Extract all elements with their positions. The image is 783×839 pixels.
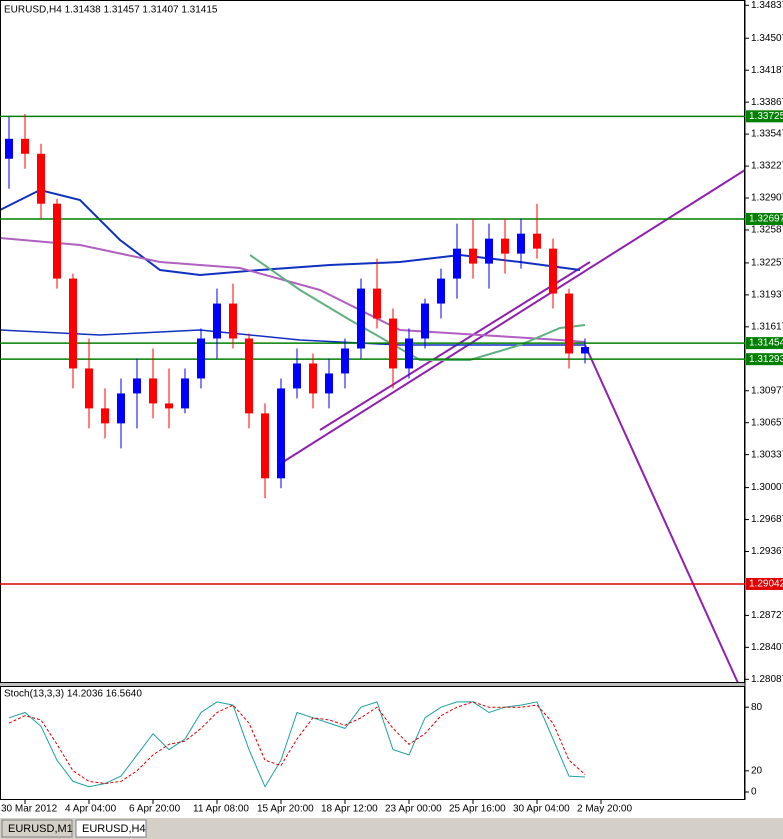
stoch-line [8,701,586,785]
y-tick-label: 1.30977 [751,385,783,396]
y-tick-label: 1.31617 [751,321,783,332]
candle-body [53,203,61,279]
y-tick-label: 1.28407 [751,642,783,653]
x-tick-label: 25 Apr 16:00 [449,804,506,815]
candle-body [293,363,301,389]
y-tick-label: 1.33227 [751,161,783,172]
level-label: 1.31293 [749,354,783,365]
candle-body [69,278,77,369]
x-tick-label: 2 May 20:00 [577,804,632,815]
candle-body [421,303,429,339]
y-tick-label: 0 [751,787,757,798]
candle-body [245,338,253,414]
y-tick-label: 1.34837 [751,0,783,11]
level-label: 1.32697 [749,214,783,225]
tab-label[interactable]: EURUSD,M1 [8,823,73,835]
tab[interactable] [1,819,73,838]
y-tick-label: 1.33867 [751,97,783,108]
candle-body [117,393,125,424]
y-tick-label: 1.28087 [751,674,783,685]
level-label: 1.29042 [749,579,783,590]
candle-body [21,138,29,154]
level-tag [746,337,783,350]
candle-body [437,278,445,304]
level-tag [746,353,783,366]
candle-body [181,378,189,409]
y-tick-label: 1.32257 [751,258,783,269]
y-tick-label: 80 [751,702,763,713]
candle-body [309,363,317,394]
candle-body [565,293,573,354]
x-tick-label: 18 Apr 12:00 [321,804,378,815]
x-tick-label: 4 Apr 04:00 [65,804,117,815]
candle-body [341,348,349,374]
candle-body [357,288,365,349]
moving-average [249,254,586,361]
candle-body [101,408,109,424]
chart-header: EURUSD,H4 1.31438 1.31457 1.31407 1.3141… [4,5,218,16]
level-tag [746,110,783,123]
candle-body [85,368,93,409]
y-tick-label: 1.29367 [751,546,783,557]
x-tick-label: 30 Mar 2012 [1,804,58,815]
candle-body [453,248,461,279]
candle-body [517,233,525,254]
x-tick-label: 30 Apr 04:00 [513,804,570,815]
tab-bar [0,818,783,839]
level-label: 1.33725 [749,111,783,122]
candle-body [197,338,205,379]
candle-body [5,138,13,159]
candle-body [501,238,509,254]
candle-body [405,338,413,369]
trend-line [319,261,591,431]
tab[interactable] [75,819,147,838]
y-tick-label: 1.34507 [751,33,783,44]
candle-body [165,403,173,409]
stoch-line [8,701,586,788]
candle-body [37,153,45,204]
y-tick-label: 1.29687 [751,514,783,525]
pane-separator [0,683,745,686]
candle-body [533,233,541,249]
x-tick-label: 23 Apr 00:00 [385,804,442,815]
candle-body [373,288,381,319]
y-tick-label: 1.32907 [751,193,783,204]
level-tag [746,212,783,225]
y-tick-label: 1.32587 [751,225,783,236]
y-tick-label: 20 [751,765,763,776]
candle-body [213,303,221,339]
candle-body [229,303,237,339]
level-label: 1.31454 [749,338,783,349]
trend-line [584,344,739,684]
y-tick-label: 1.34187 [751,65,783,76]
y-tick-label: 1.28727 [751,610,783,621]
y-tick-label: 1.30337 [751,449,783,460]
y-tick-label: 1.30007 [751,482,783,493]
candle-body [277,388,285,479]
candle-body [325,373,333,394]
tab-label[interactable]: EURUSD,H4 [82,823,146,835]
candle-body [389,318,397,369]
level-tag [746,577,783,590]
candle-body [469,248,477,264]
y-tick-label: 1.33547 [751,129,783,140]
candle-body [581,346,589,354]
x-tick-label: 15 Apr 20:00 [257,804,314,815]
moving-average [0,329,585,346]
x-tick-label: 11 Apr 08:00 [193,804,249,815]
candle-body [149,378,157,404]
candle-body [485,238,493,264]
candle-body [549,248,557,294]
y-tick-label: 1.31937 [751,290,783,301]
y-tick-label: 1.30657 [751,417,783,428]
x-tick-label: 6 Apr 20:00 [129,804,181,815]
candle-body [261,413,269,479]
candle-body [133,378,141,394]
stoch-header: Stoch(13,3,3) 14.2036 16.5640 [4,689,142,700]
